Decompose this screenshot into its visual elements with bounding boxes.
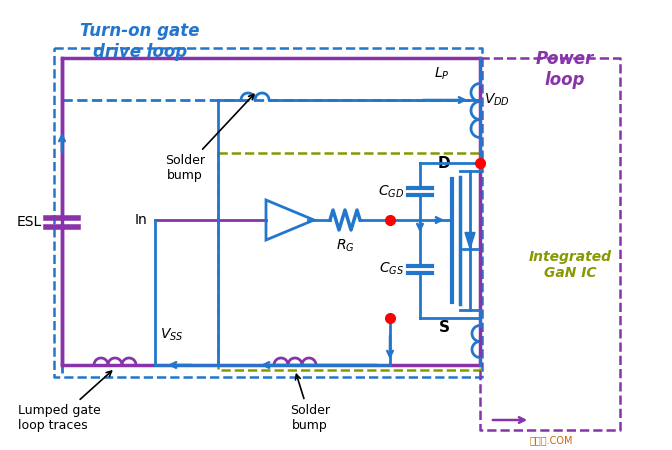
Text: Integrated
GaN IC: Integrated GaN IC [528,250,612,280]
Text: In: In [134,213,147,227]
Text: Solder
bump: Solder bump [290,374,330,432]
Text: Solder
bump: Solder bump [165,94,254,182]
Text: 接线圈.COM: 接线圈.COM [530,435,573,445]
Text: S: S [439,320,450,336]
Text: D: D [437,156,450,171]
Text: ESL: ESL [17,215,42,229]
Text: $C_{GS}$: $C_{GS}$ [379,261,404,277]
Text: $V_{DD}$: $V_{DD}$ [484,92,510,108]
Text: Turn-on gate
drive loop: Turn-on gate drive loop [80,22,200,61]
Text: Lumped gate
loop traces: Lumped gate loop traces [18,371,112,432]
Text: $R_G$: $R_G$ [335,238,354,254]
Text: $C_{GD}$: $C_{GD}$ [378,183,404,200]
Text: Power
loop: Power loop [536,50,594,89]
Polygon shape [465,233,475,248]
Text: $L_P$: $L_P$ [434,66,450,82]
Text: $V_{SS}$: $V_{SS}$ [160,327,183,343]
